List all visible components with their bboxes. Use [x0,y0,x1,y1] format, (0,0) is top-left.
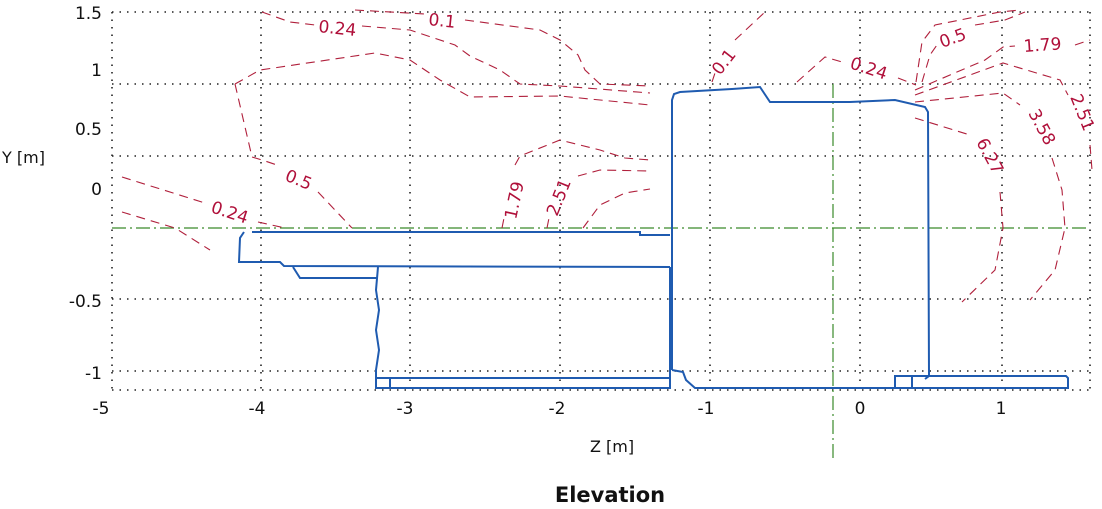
contour-label: 2.51 [543,176,576,219]
contour-line [915,9,1021,83]
y-axis-label: Y [m] [1,148,45,167]
structure-outline [237,85,1069,389]
x-tick-label: -3 [397,399,414,419]
contour-line [121,211,211,251]
x-tick-label: -4 [249,399,266,419]
chart-title: Elevation [555,483,665,507]
contour-line [711,11,766,83]
contour-line [921,11,1026,83]
contour-line [354,9,651,87]
web-wall [374,266,671,389]
contour-label: 1.79 [1023,34,1062,57]
deck-slab [237,231,671,268]
grid [111,11,1091,391]
contour-label: 1.79 [501,180,528,221]
contour-line [501,139,651,229]
contour-label: 0.24 [317,17,357,41]
y-tick-label: -1 [85,364,102,384]
contour-line [914,92,1066,301]
contour-line [914,62,1093,171]
y-tick-label: 1 [91,61,102,81]
contour-label: 2.51 [1065,91,1098,134]
x-tick-label: 1 [996,399,1007,419]
contour-line [261,11,651,94]
contours [121,9,1093,303]
contour-line [234,83,353,229]
x-tick-label: -1 [698,399,715,419]
x-tick-label: -5 [93,399,110,419]
y-tick-label: -0.5 [69,292,102,312]
y-tick-label: 0.5 [75,120,102,140]
contour-line [582,188,651,229]
x-tick-label: 0 [855,399,866,419]
contour-labels: 0.24 0.1 0.5 0.24 1.79 2.51 0.1 0.24 0.5… [208,10,1098,228]
contour-line [914,117,1004,303]
contour-label: 3.58 [1024,106,1059,149]
x-tick-labels: -5 -4 -3 -2 -1 0 1 [93,399,1007,419]
contour-label: 0.24 [208,198,250,229]
x-tick-label: -2 [549,399,566,419]
contour-label: 0.1 [708,45,740,79]
contour-line [914,39,1091,91]
y-tick-label: 1.5 [75,4,102,24]
contour-label: 6.27 [972,135,1007,178]
contour-label: 0.1 [427,10,456,33]
contour-label: 0.24 [847,54,889,85]
right-block [671,85,931,389]
contour-line [546,169,651,229]
base-plate [894,375,1069,389]
y-tick-label: 0 [91,180,102,200]
x-axis-label: Z [m] [590,437,634,456]
contour-line [121,176,286,229]
slab-haunch [292,266,378,279]
y-tick-labels: 1.5 1 0.5 0 -0.5 -1 [69,4,102,384]
contour-line [796,56,917,86]
contour-label: 0.5 [937,25,969,53]
contour-label: 0.5 [282,166,315,195]
contour-line [234,52,651,106]
